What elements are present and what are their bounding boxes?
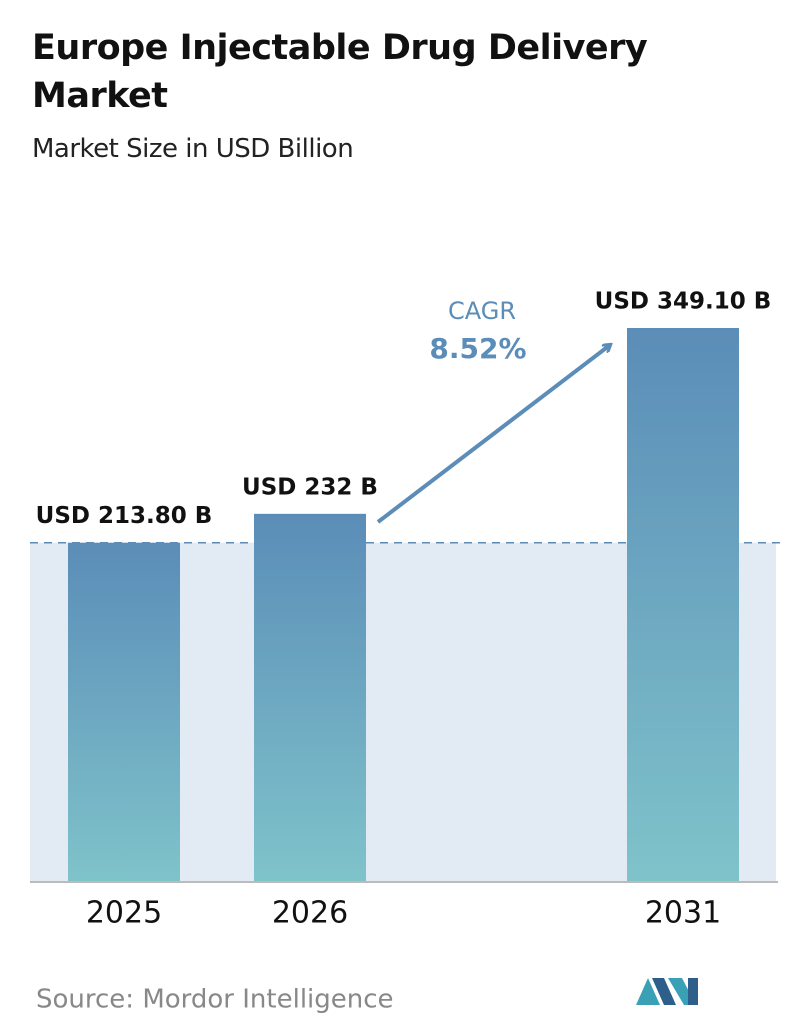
bar [627, 328, 739, 882]
x-tick-label: 2026 [272, 896, 348, 931]
cagr-arrow [376, 345, 610, 524]
x-tick-label: 2031 [645, 896, 721, 931]
chart-title: Europe Injectable Drug Delivery Market [32, 28, 648, 116]
bar [68, 542, 180, 882]
cagr-value: 8.52% [429, 332, 526, 365]
value-label: USD 213.80 B [36, 503, 213, 529]
source: Source: Mordor Intelligence [36, 985, 394, 1015]
value-label: USD 232 B [242, 474, 378, 500]
bar [254, 513, 366, 882]
x-tick-label: 2025 [86, 896, 162, 931]
value-label: USD 349.10 B [595, 289, 772, 315]
logo [636, 978, 698, 1005]
chart-subtitle: Market Size in USD Billion [32, 134, 354, 164]
cagr-label: CAGR [448, 297, 516, 325]
